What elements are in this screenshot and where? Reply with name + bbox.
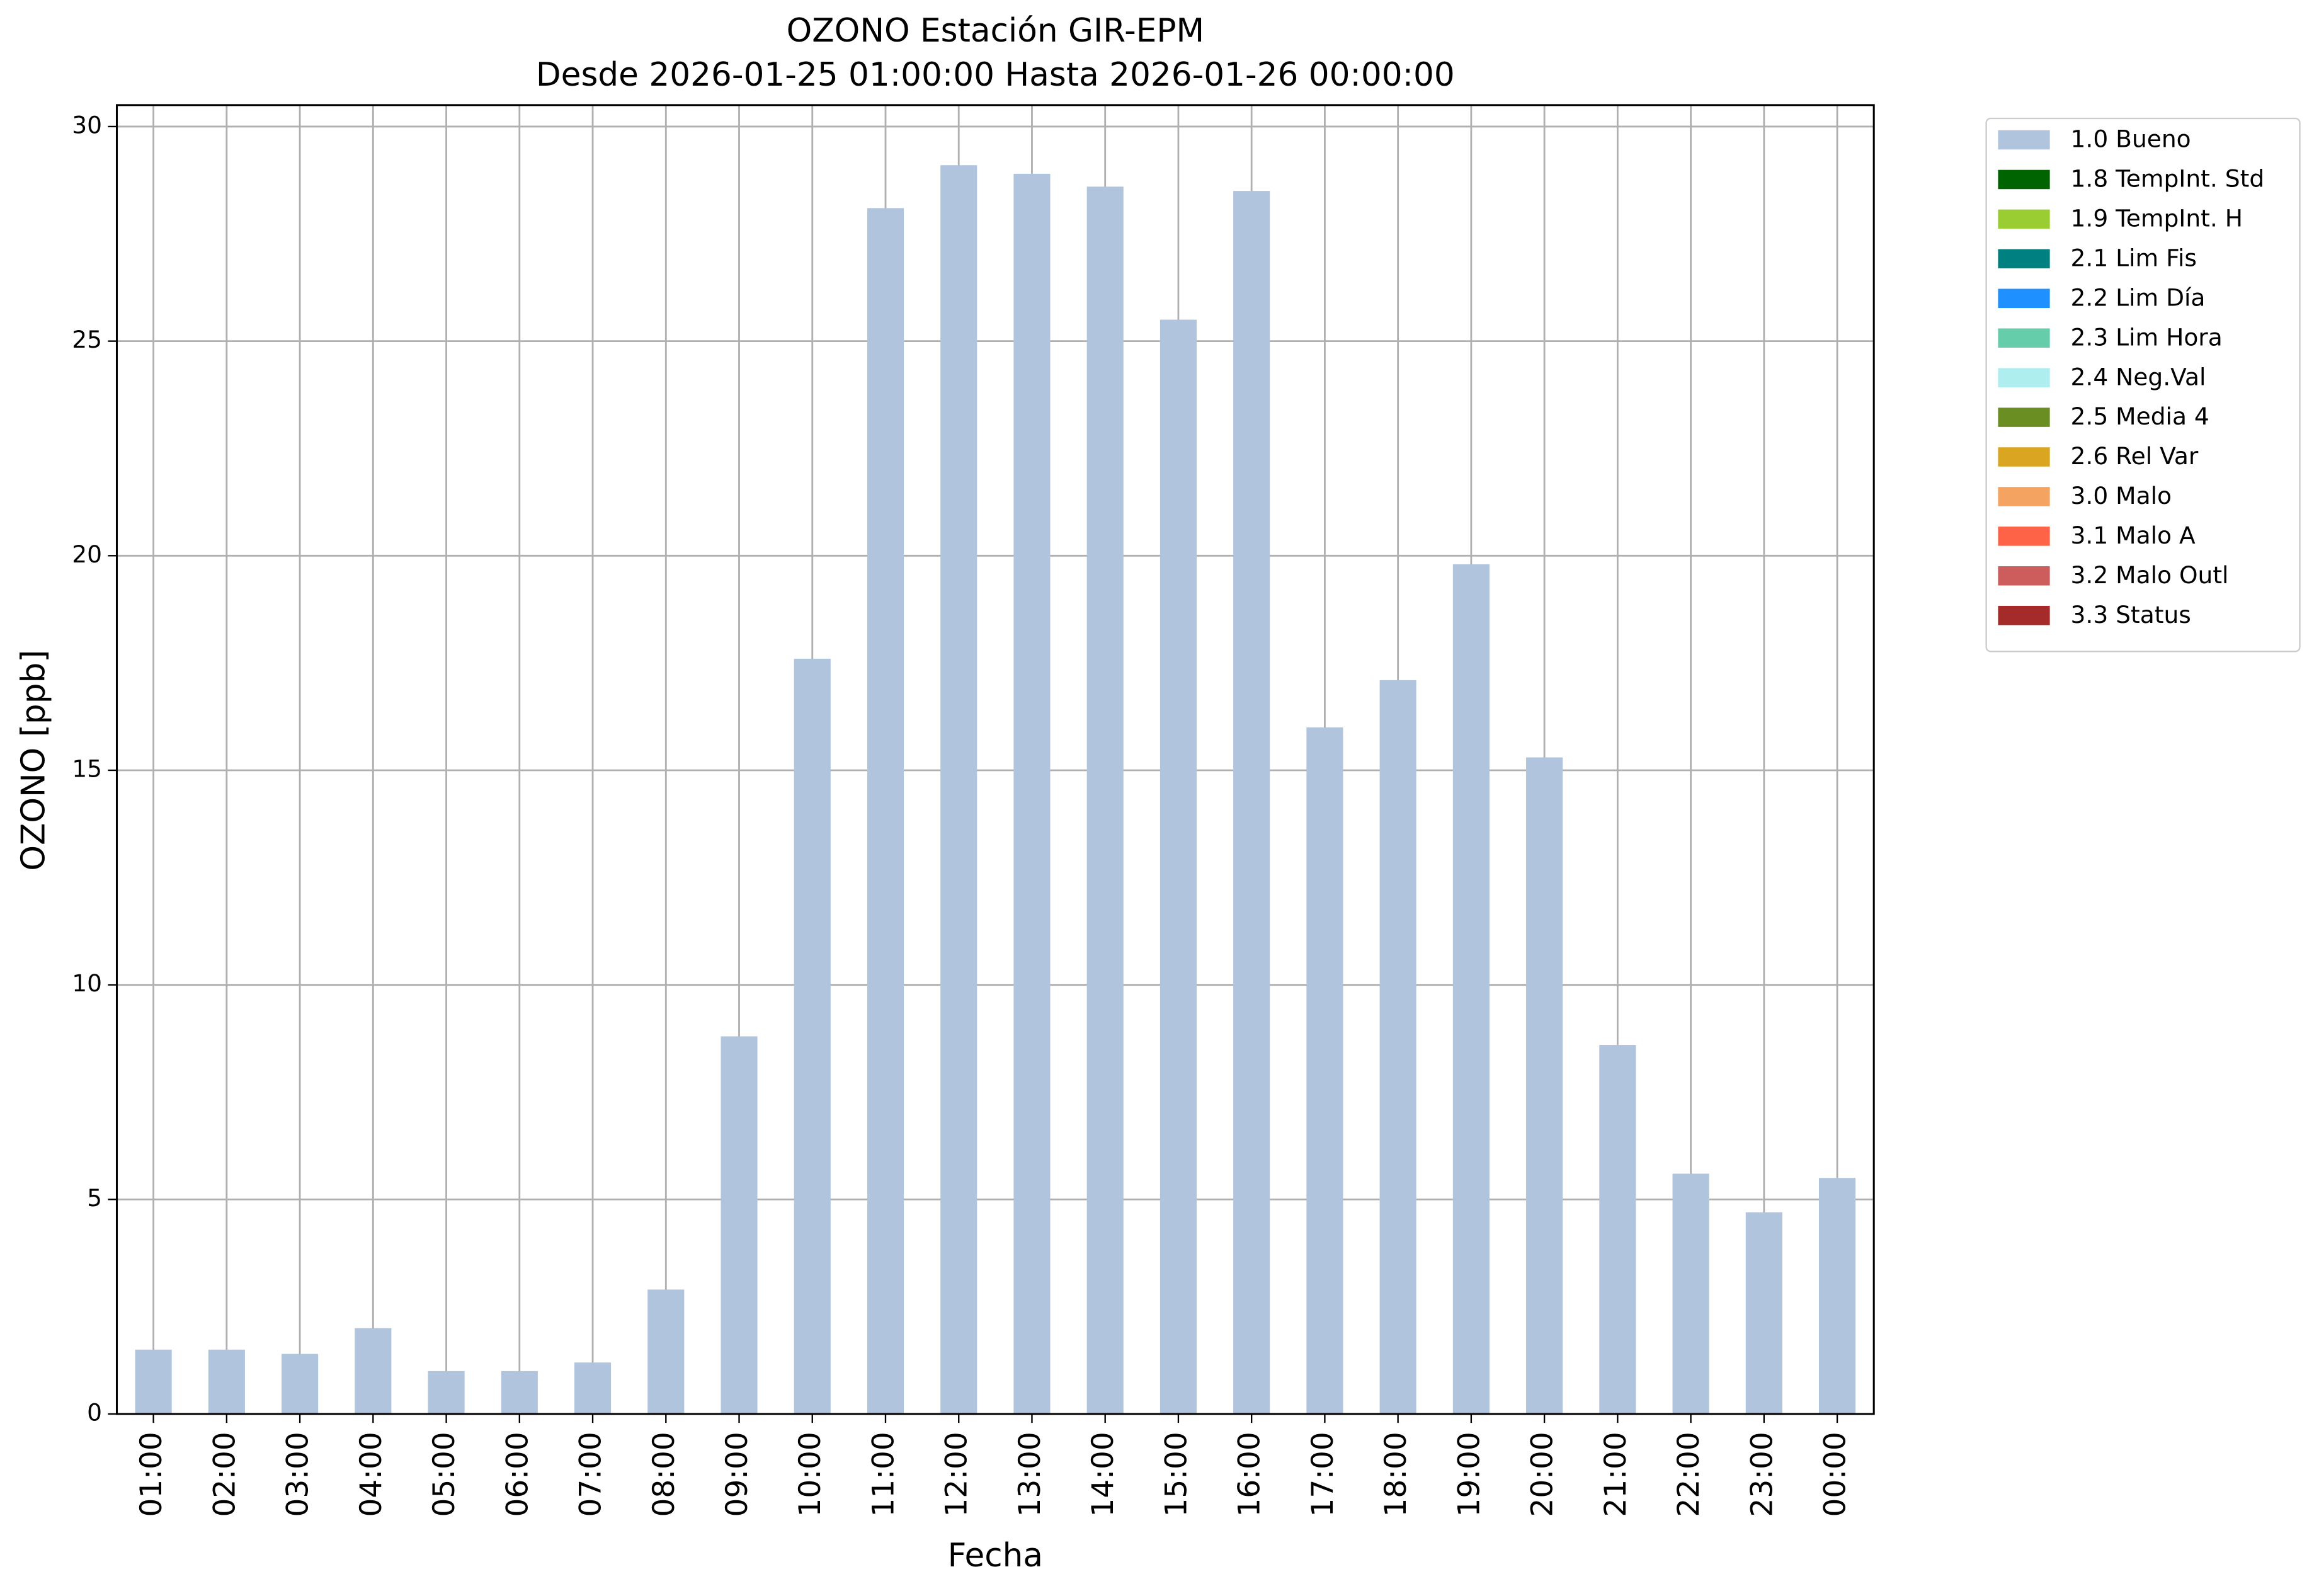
legend-swatch xyxy=(1998,368,2050,387)
bar xyxy=(208,1349,245,1415)
legend-swatch xyxy=(1998,209,2050,229)
legend-label: 2.6 Rel Var xyxy=(2071,442,2199,470)
legend-label: 2.5 Media 4 xyxy=(2071,402,2209,430)
legend-label: 3.3 Status xyxy=(2071,601,2191,629)
bar xyxy=(1160,319,1197,1415)
plot-frame xyxy=(115,104,1875,1415)
bar xyxy=(940,165,977,1415)
bar xyxy=(428,1371,465,1415)
x-tick-label: 00:00 xyxy=(1818,1432,1853,1517)
legend-label: 2.2 Lim Día xyxy=(2071,283,2206,311)
legend-swatch xyxy=(1998,130,2050,150)
x-tick-label: 05:00 xyxy=(427,1432,462,1517)
legend-label: 1.9 TempInt. H xyxy=(2071,205,2243,232)
legend-swatch xyxy=(1998,566,2050,586)
x-tick-label: 14:00 xyxy=(1086,1432,1120,1517)
bar xyxy=(867,208,904,1415)
bar xyxy=(1379,680,1416,1415)
legend-swatch xyxy=(1998,408,2050,427)
legend-label: 3.1 Malo A xyxy=(2071,522,2196,549)
x-tick-label: 11:00 xyxy=(866,1432,901,1517)
y-tick-label: 30 xyxy=(72,111,102,139)
bar xyxy=(1526,757,1563,1415)
x-tick-label: 01:00 xyxy=(134,1432,169,1517)
x-tick-label: 18:00 xyxy=(1379,1432,1413,1517)
bar xyxy=(1086,186,1124,1415)
y-tick-label: 5 xyxy=(87,1184,102,1212)
bar xyxy=(574,1362,612,1415)
x-tick-label: 15:00 xyxy=(1159,1432,1194,1517)
legend-label: 3.2 Malo Outl xyxy=(2071,561,2229,589)
x-tick-label: 21:00 xyxy=(1598,1432,1633,1517)
x-tick-label: 19:00 xyxy=(1452,1432,1486,1517)
bar xyxy=(135,1349,172,1415)
x-tick-label: 02:00 xyxy=(207,1432,242,1517)
legend-swatch xyxy=(1998,328,2050,348)
x-tick-label: 16:00 xyxy=(1233,1432,1267,1517)
legend-label: 2.1 Lim Fis xyxy=(2071,244,2197,272)
bar xyxy=(1452,564,1490,1415)
legend-swatch xyxy=(1998,487,2050,506)
x-tick-label: 03:00 xyxy=(281,1432,316,1517)
bar xyxy=(794,658,831,1415)
y-tick-label: 0 xyxy=(87,1399,102,1427)
x-tick-label: 09:00 xyxy=(720,1432,755,1517)
bar xyxy=(647,1289,685,1415)
legend-label: 1.8 TempInt. Std xyxy=(2071,165,2265,193)
bar xyxy=(1013,173,1051,1415)
x-tick-label: 12:00 xyxy=(940,1432,974,1517)
x-tick-label: 17:00 xyxy=(1306,1432,1340,1517)
x-tick-label: 20:00 xyxy=(1525,1432,1560,1517)
y-tick-label: 15 xyxy=(72,755,102,782)
legend-label: 2.3 Lim Hora xyxy=(2071,323,2223,351)
y-tick-label: 10 xyxy=(72,969,102,997)
bar xyxy=(721,1036,758,1415)
bar xyxy=(1233,191,1270,1415)
legend-swatch xyxy=(1998,527,2050,546)
x-tick-label: 08:00 xyxy=(647,1432,681,1517)
legend-label: 1.0 Bueno xyxy=(2071,125,2191,153)
x-tick-label: 04:00 xyxy=(354,1432,389,1517)
x-tick-label: 07:00 xyxy=(574,1432,608,1517)
y-tick-label: 20 xyxy=(72,540,102,568)
legend-label: 3.0 Malo xyxy=(2071,482,2172,510)
x-tick-label: 22:00 xyxy=(1672,1432,1706,1517)
legend-swatch xyxy=(1998,605,2050,625)
legend-swatch xyxy=(1998,447,2050,467)
legend-box xyxy=(1985,117,2301,653)
legend-swatch xyxy=(1998,249,2050,269)
y-axis-label: OZONO [ppb] xyxy=(14,650,52,871)
x-tick-label: 13:00 xyxy=(1013,1432,1047,1517)
bar xyxy=(1819,1178,1856,1415)
x-axis-label: Fecha xyxy=(948,1537,1043,1575)
legend-label: 2.4 Neg.Val xyxy=(2071,363,2206,390)
x-tick-label: 06:00 xyxy=(500,1432,535,1517)
bar xyxy=(1599,1045,1636,1415)
bar xyxy=(1745,1212,1782,1415)
bar xyxy=(355,1328,392,1415)
x-tick-label: 23:00 xyxy=(1745,1432,1779,1517)
legend-swatch xyxy=(1998,288,2050,309)
chart-title: OZONO Estación GIR-EPM xyxy=(787,12,1204,50)
bar xyxy=(501,1371,538,1415)
bar xyxy=(1306,727,1343,1415)
y-tick-label: 25 xyxy=(72,326,102,353)
legend-swatch xyxy=(1998,169,2050,190)
bar xyxy=(282,1354,319,1415)
chart-subtitle: Desde 2026-01-25 01:00:00 Hasta 2026-01-… xyxy=(536,56,1455,94)
x-tick-label: 10:00 xyxy=(793,1432,828,1517)
bar xyxy=(1672,1173,1709,1415)
